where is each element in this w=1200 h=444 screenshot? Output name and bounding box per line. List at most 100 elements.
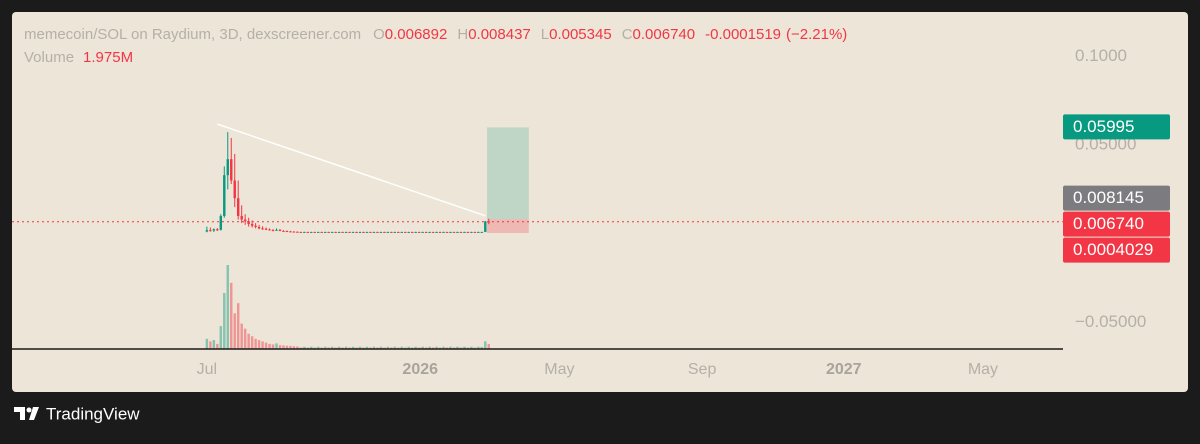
candle-body [463, 231, 466, 233]
volume-bar [424, 347, 428, 349]
candle-body [240, 215, 243, 220]
volume-bar [484, 341, 487, 349]
candle-body [205, 230, 209, 232]
candle-body [470, 231, 473, 233]
candle-body [414, 231, 417, 233]
x-tick-label: Sep [688, 361, 717, 378]
volume-bar [292, 346, 296, 349]
volume-bar [452, 347, 456, 349]
ohlc-letter: O [373, 26, 385, 43]
volume-bar [275, 343, 278, 349]
candle-body [219, 215, 223, 230]
x-tick-label: May [968, 361, 998, 378]
volume-bar [289, 345, 292, 349]
volume-bar [421, 346, 424, 349]
volume-bar [383, 347, 386, 349]
volume-bar [257, 340, 261, 349]
candle-body [296, 231, 299, 233]
candle-body [271, 230, 275, 232]
x-tick-label: 2026 [402, 361, 438, 378]
candle-body [257, 226, 261, 229]
ohlc-value: 0.006740 [633, 26, 696, 43]
volume-bar [397, 347, 400, 349]
volume-bar [480, 346, 484, 349]
candle-body [372, 231, 376, 233]
volume-bar [477, 346, 480, 349]
brand-logo [14, 407, 39, 420]
candle-body [431, 231, 435, 233]
volume-bar [449, 346, 452, 349]
volume-bar [355, 347, 358, 349]
volume-bar [240, 323, 243, 349]
candle-body [358, 231, 362, 233]
candle-body [477, 231, 480, 233]
volume-bar [344, 346, 348, 349]
ohlc-letter: C [622, 26, 633, 43]
volume-bar [216, 343, 219, 349]
candle-body [223, 175, 226, 216]
volume-bar [278, 345, 282, 349]
candle-body [310, 231, 313, 233]
volume-bar [327, 347, 330, 349]
candle-body [320, 231, 323, 233]
change-percent: (−2.21%) [786, 26, 847, 43]
volume-bar [362, 347, 365, 349]
candle-body [216, 229, 219, 231]
volume-bar [243, 328, 247, 349]
price-label: 0.0004029 [1073, 240, 1153, 259]
candle-body [313, 231, 316, 233]
candle-body [282, 230, 285, 232]
volume-bar [317, 346, 320, 349]
y-tick-label: −0.05000 [1075, 312, 1146, 331]
y-tick-label: 0.1000 [1075, 46, 1127, 65]
candle-body [292, 231, 296, 233]
candle-body [383, 231, 386, 233]
price-label: 0.006740 [1073, 214, 1144, 233]
candle-body [484, 221, 487, 232]
candle-body [424, 231, 428, 233]
candle-body [334, 231, 337, 233]
candle-body [268, 229, 271, 231]
volume-bar [442, 346, 445, 349]
candle-body [376, 231, 379, 233]
volume-bar [310, 346, 313, 349]
position-stop-zone [487, 219, 529, 233]
candle-body [390, 231, 393, 233]
volume-bar [209, 341, 212, 349]
candle-body [275, 229, 278, 231]
volume-bar [376, 347, 379, 349]
candle-body [337, 231, 341, 233]
candle-body [327, 231, 330, 233]
candle-body [212, 229, 216, 231]
volume-bar [282, 345, 285, 349]
ohlc-value: 0.005345 [549, 26, 612, 43]
candle-body [254, 225, 257, 227]
candle-body [393, 231, 397, 233]
candle-body [379, 231, 383, 233]
volume-header: Volume 1.975M [24, 49, 133, 66]
volume-bar [390, 347, 393, 349]
volume-bar [459, 347, 463, 349]
volume-bar [299, 347, 303, 349]
candle-body [428, 231, 431, 233]
volume-bar [323, 346, 327, 349]
candle-body [449, 231, 452, 233]
candle-body [330, 231, 334, 233]
price-label: 0.05995 [1073, 117, 1134, 136]
volume-bar [261, 341, 264, 349]
volume-bar [379, 346, 383, 349]
price-label-box [1063, 114, 1170, 140]
candle-body [417, 231, 421, 233]
volume-bar [369, 347, 372, 349]
volume-bar [400, 346, 403, 349]
volume-bar [445, 347, 449, 349]
x-tick-label: Jul [197, 361, 217, 378]
candle-body [230, 159, 233, 181]
candle-body [442, 231, 445, 233]
volume-bar [313, 347, 316, 349]
volume-bar [407, 346, 410, 349]
header: memecoin/SOL on Raydium, 3D, dexscreener… [24, 26, 847, 43]
